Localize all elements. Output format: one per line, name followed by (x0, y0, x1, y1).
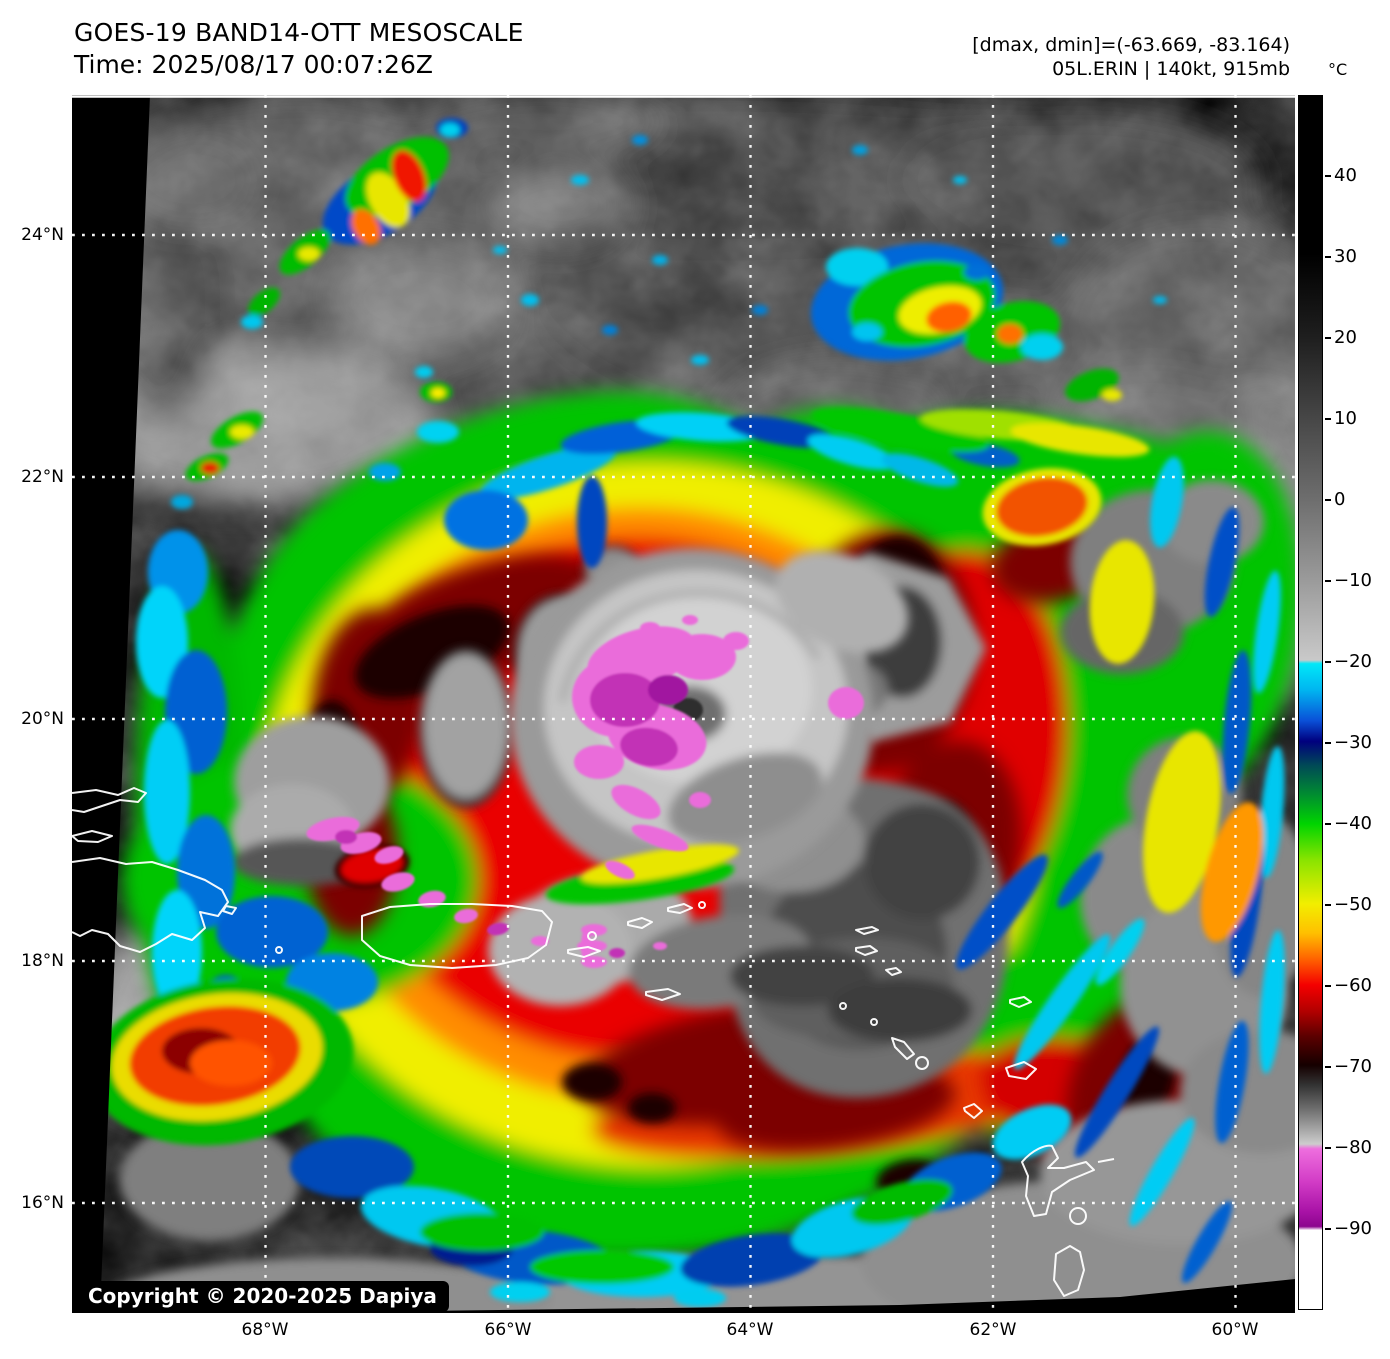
colorbar-tick (1325, 580, 1331, 582)
colorbar-tick (1325, 1147, 1331, 1149)
lon-axis-label: 66°W (484, 1320, 532, 1340)
colorbar-tick-label: −90 (1334, 1218, 1372, 1239)
colorbar-tick-label: −70 (1334, 1056, 1372, 1077)
colorbar-tick (1325, 1228, 1331, 1230)
lat-axis-label: 24°N (21, 225, 64, 245)
colorbar-tick (1325, 904, 1331, 906)
storm-info-label: 05L.ERIN | 140kt, 915mb (1052, 58, 1290, 80)
colorbar-tick (1325, 418, 1331, 420)
lat-axis-label: 18°N (21, 951, 64, 971)
lon-axis-label: 60°W (1211, 1320, 1259, 1340)
page-title: GOES-19 BAND14-OTT MESOSCALE (74, 18, 524, 47)
satellite-map (71, 85, 1355, 1345)
sector-edge-mask (72, 95, 1295, 1313)
colorbar-tick-label: −40 (1334, 813, 1372, 834)
fringe-and-cell-layer (90, 118, 1285, 1307)
colorbar-tick (1325, 742, 1331, 744)
colorbar-tick-label: 0 (1334, 489, 1346, 510)
colorbar-tick-label: 10 (1334, 408, 1357, 429)
colorbar-tick (1325, 1066, 1331, 1068)
colorbar-tick (1325, 499, 1331, 501)
colorbar-tick (1325, 823, 1331, 825)
lat-axis-label: 20°N (21, 709, 64, 729)
colorbar-unit-label: °C (1328, 60, 1348, 79)
dmax-dmin-label: [dmax, dmin]=(-63.669, -83.164) (972, 34, 1290, 56)
coastlines (71, 787, 1115, 1297)
graticule (72, 95, 1295, 1313)
copyright-badge: Copyright © 2020-2025 Dapiya (76, 1281, 449, 1312)
annotation-block: [dmax, dmin]=(-63.669, -83.164) 05L.ERIN… (972, 33, 1290, 81)
lon-axis-label: 62°W (969, 1320, 1017, 1340)
colorbar-tick-label: −60 (1334, 975, 1372, 996)
lat-axis-label: 16°N (21, 1193, 64, 1213)
colorbar-tick-label: −80 (1334, 1137, 1372, 1158)
colorbar-tick-label: 30 (1334, 246, 1357, 267)
colorbar-tick-label: −10 (1334, 570, 1372, 591)
overshoot-magenta-layer (306, 615, 864, 968)
colorbar-tick-label: −20 (1334, 651, 1372, 672)
colorbar-tick (1325, 256, 1331, 258)
colorbar-tick (1325, 337, 1331, 339)
colorbar-tick-label: −50 (1334, 894, 1372, 915)
colorbar-tick-label: 40 (1334, 165, 1357, 186)
colorbar-tick-label: −30 (1334, 732, 1372, 753)
satellite-scene (71, 85, 1355, 1345)
lon-axis-label: 68°W (241, 1320, 289, 1340)
colorbar-tick (1325, 661, 1331, 663)
colorbar-gradient (1298, 95, 1323, 1310)
timestamp-label: Time: 2025/08/17 00:07:26Z (74, 50, 433, 79)
colorbar-tick (1325, 175, 1331, 177)
lon-axis-label: 64°W (726, 1320, 774, 1340)
colorbar-tick-label: 20 (1334, 327, 1357, 348)
colorbar-tick (1325, 985, 1331, 987)
lat-axis-label: 22°N (21, 467, 64, 487)
